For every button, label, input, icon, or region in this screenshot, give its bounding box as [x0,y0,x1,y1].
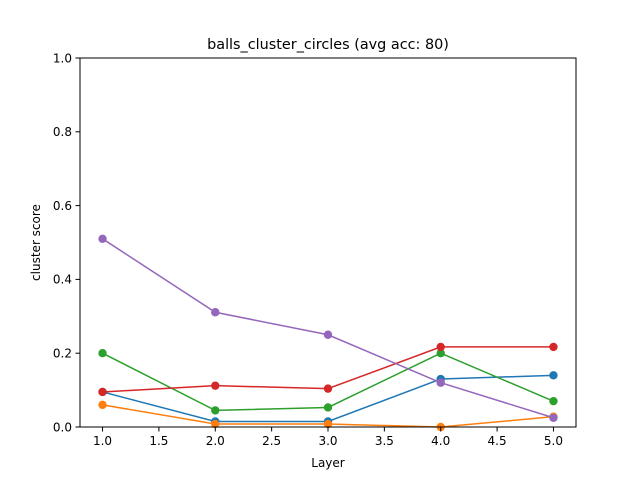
y-tick-label: 0.8 [53,125,72,139]
data-point [549,396,558,406]
plot-area [98,234,558,432]
data-point [98,400,107,410]
series-line [102,352,554,412]
y-tick-label: 0.6 [53,199,72,213]
y-axis: 0.0 0.2 0.4 0.6 0.8 1.0 [53,51,80,434]
data-point [323,419,333,429]
y-tick-label: 0.4 [53,273,72,287]
data-point [436,378,445,387]
data-point [211,308,220,317]
data-point [549,371,558,380]
data-point [211,381,220,390]
data-point [436,349,445,358]
y-tick-label: 0.0 [53,420,72,434]
data-point [323,330,333,339]
x-tick-label: 2.5 [262,434,281,448]
plot-frame [79,57,577,428]
series-line [102,374,554,423]
x-tick-label: 2.0 [206,434,225,448]
x-axis: 1.0 1.5 2.0 2.5 3.0 3.5 4.0 4.5 5.0 [93,427,563,448]
series-4 [98,342,558,397]
x-tick-label: 4.5 [488,434,507,448]
x-tick-label: 3.0 [318,434,337,448]
series-5 [98,234,558,422]
y-tick-label: 0.2 [53,347,72,361]
y-tick-label: 1.0 [53,51,72,65]
data-point [436,342,445,352]
series-3 [98,349,558,415]
x-tick-label: 1.5 [149,434,168,448]
data-point [98,349,107,358]
y-axis-label: cluster score [29,204,43,281]
data-point [549,413,558,422]
x-tick-label: 4.0 [431,434,450,448]
chart-title: balls_cluster_circles (avg acc: 80) [207,37,449,53]
x-axis-label: Layer [311,456,345,470]
data-point [323,403,333,412]
data-point [549,342,558,352]
data-point [98,234,107,244]
x-tick-label: 5.0 [544,434,563,448]
x-tick-label: 3.5 [375,434,394,448]
data-point [211,406,220,415]
data-point [98,387,107,397]
x-tick-label: 1.0 [93,434,112,448]
data-point [323,384,333,393]
data-point [211,419,220,429]
